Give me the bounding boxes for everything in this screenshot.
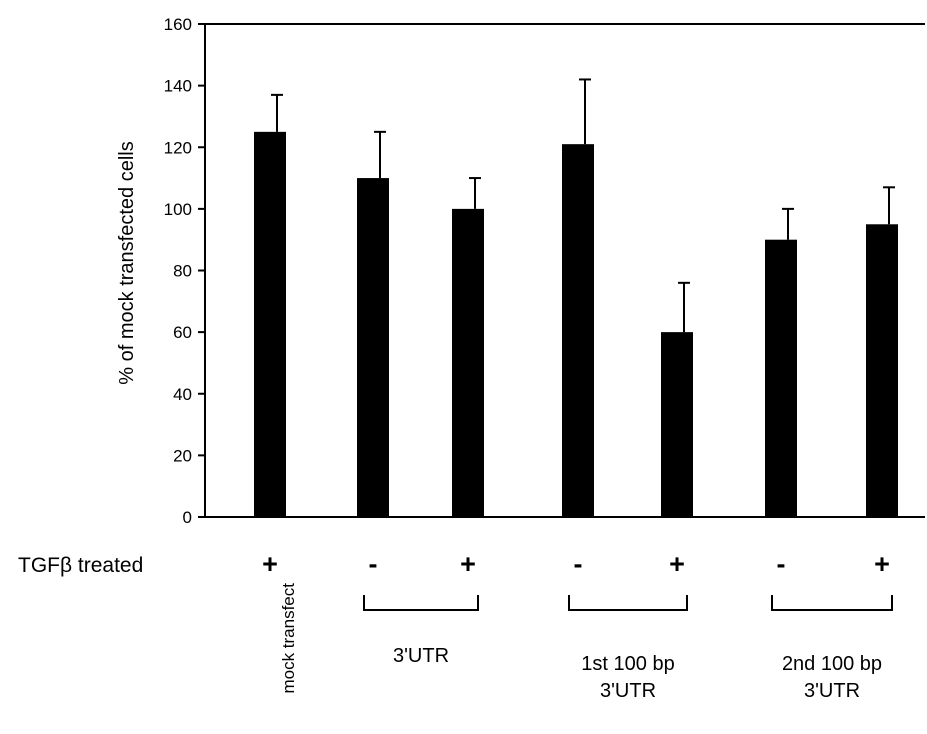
treatment-sign: - — [574, 549, 583, 579]
y-tick-label: 80 — [173, 262, 192, 281]
treatment-sign: + — [262, 549, 278, 579]
group-bracket — [568, 595, 688, 611]
y-tick-label: 140 — [164, 77, 192, 96]
group-label: 3'UTR — [600, 680, 656, 702]
y-tick-label: 120 — [164, 138, 192, 157]
group-bracket — [363, 595, 479, 611]
bar — [562, 144, 594, 517]
y-tick-label: 60 — [173, 323, 192, 342]
mock-transfect-label: mock transfect — [279, 583, 298, 694]
group-label: 2nd 100 bp — [782, 653, 882, 675]
group-brackets: 3'UTR 1st 100 bp 3'UTR 2nd 100 bp 3'UTR — [363, 595, 893, 702]
treatment-signs: + - + - + - + — [262, 549, 890, 579]
bar — [452, 208, 484, 517]
error-bars — [271, 78, 895, 333]
group-label: 3'UTR — [393, 645, 449, 667]
bar — [254, 131, 286, 517]
bar — [765, 239, 797, 517]
group-label: 1st 100 bp — [581, 653, 674, 675]
bars — [254, 131, 898, 517]
y-axis-title: % of mock transfected cells — [116, 141, 138, 384]
tgf-treated-label: TGFβ treated — [18, 554, 143, 577]
treatment-sign: - — [369, 549, 378, 579]
y-tick-label: 100 — [164, 200, 192, 219]
bar — [357, 178, 389, 517]
y-tick-label: 160 — [164, 15, 192, 34]
treatment-sign: + — [460, 549, 476, 579]
group-label: 3'UTR — [804, 680, 860, 702]
y-tick-label: 40 — [173, 385, 192, 404]
treatment-sign: - — [777, 549, 786, 579]
group-bracket — [771, 595, 893, 611]
bar — [661, 332, 693, 517]
y-axis: 0 20 40 60 80 100 120 140 160 — [164, 15, 925, 527]
treatment-sign: + — [874, 549, 890, 579]
bar — [866, 224, 898, 517]
y-tick-label: 0 — [183, 508, 192, 527]
y-tick-label: 20 — [173, 446, 192, 465]
treatment-sign: + — [669, 549, 685, 579]
